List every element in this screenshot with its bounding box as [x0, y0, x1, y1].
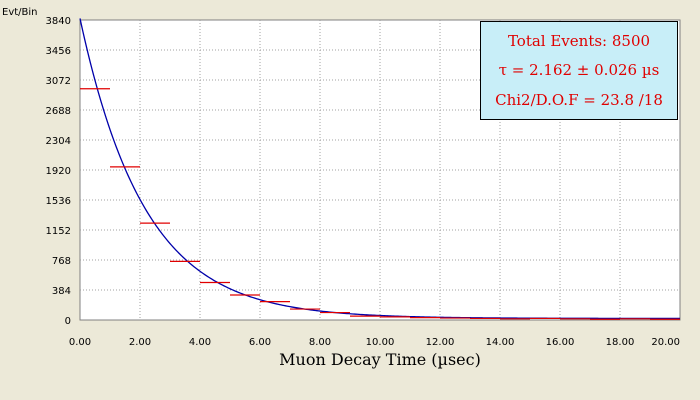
total-events-label: Total Events: 8500: [507, 31, 651, 50]
x-tick-label: 2.00: [129, 337, 151, 348]
y-axis-title: Evt/Bin: [2, 7, 38, 18]
data-points: [80, 88, 680, 320]
x-tick-label: 0.00: [69, 337, 91, 348]
x-axis-title: Muon Decay Time (µsec): [279, 350, 481, 369]
y-tick-label: 768: [52, 256, 71, 267]
x-tick-label: 18.00: [606, 337, 635, 348]
y-tick-label: 384: [52, 286, 71, 297]
y-tick-label: 1920: [46, 166, 71, 177]
x-tick-label: 6.00: [249, 337, 271, 348]
x-tick-label: 10.00: [366, 337, 395, 348]
x-tick-label: 8.00: [309, 337, 331, 348]
grid-lines: [80, 20, 680, 320]
x-tick-label: 20.00: [651, 337, 680, 348]
y-tick-label: 1536: [46, 196, 71, 207]
y-tick-label: 2304: [46, 136, 71, 147]
tau-label: τ = 2.162 ± 0.026 µs: [498, 61, 660, 80]
x-tick-label: 16.00: [546, 337, 575, 348]
y-tick-label: 3072: [46, 76, 71, 87]
x-tick-label: 14.00: [486, 337, 515, 348]
y-tick-label: 1152: [46, 226, 71, 237]
y-tick-label: 3456: [46, 46, 71, 57]
x-tick-label: 4.00: [189, 337, 211, 348]
chi2-label: Chi2/D.O.F = 23.8 /18: [495, 91, 663, 110]
x-tick-label: 12.00: [426, 337, 455, 348]
y-tick-label: 0: [65, 316, 71, 327]
y-tick-label: 3840: [46, 16, 71, 27]
axis-ticks: 0 384 768 1152 1536 1920 2304 2688 3072 3456 3840 0…: [46, 16, 680, 348]
fit-stats-box: Total Events: 8500 τ = 2.162 ± 0.026 µs …: [480, 21, 678, 120]
y-tick-label: 2688: [46, 106, 71, 117]
